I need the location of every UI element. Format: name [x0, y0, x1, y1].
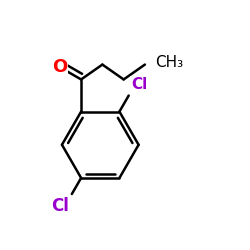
Text: O: O	[52, 58, 67, 76]
Text: Cl: Cl	[131, 77, 148, 92]
Text: CH₃: CH₃	[155, 54, 183, 70]
Text: Cl: Cl	[52, 198, 70, 216]
